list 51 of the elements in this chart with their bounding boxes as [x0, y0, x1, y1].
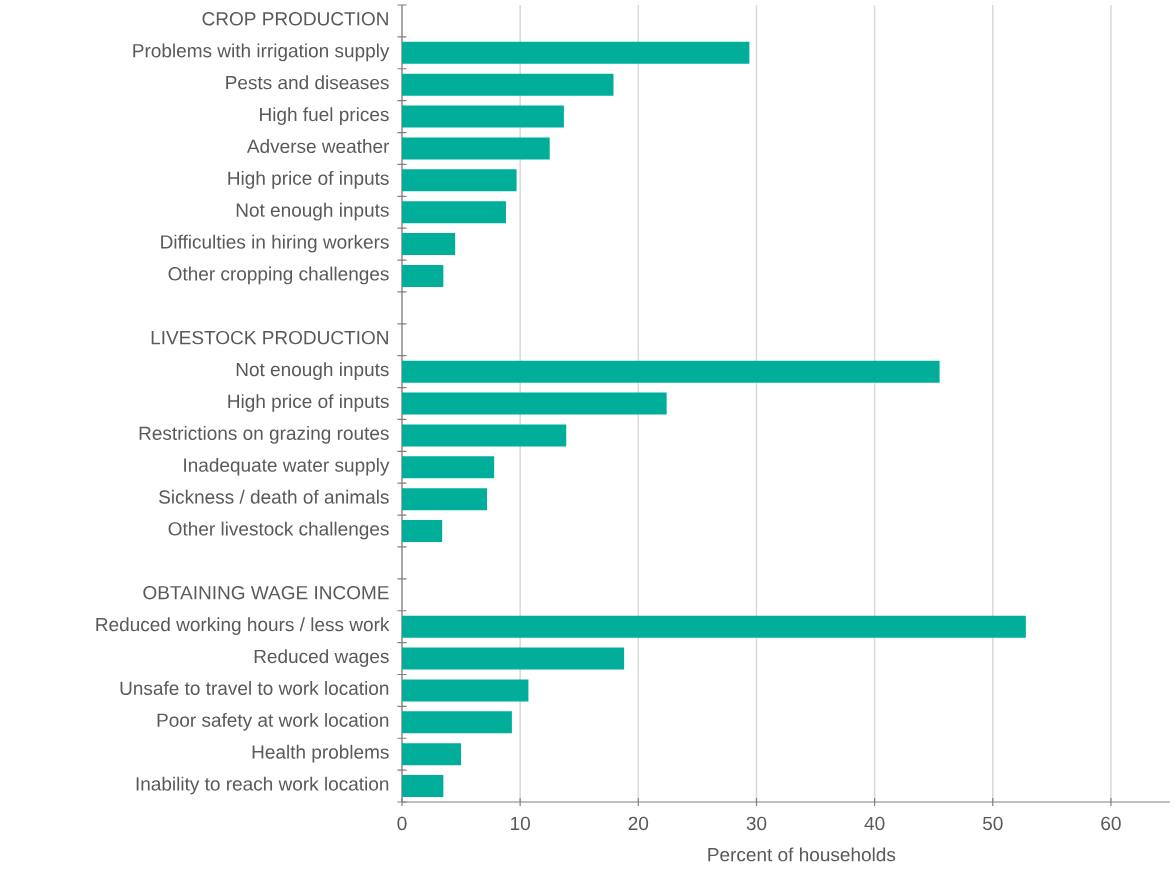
y-tick-label: LIVESTOCK PRODUCTION — [151, 330, 388, 345]
x-axis-title: Percent of households — [708, 847, 896, 862]
bar — [402, 424, 567, 447]
bar — [402, 647, 625, 670]
y-tick-label: Reduced wages — [254, 649, 389, 667]
bar — [402, 73, 614, 96]
y-tick-label: Unsafe to travel to work location — [120, 681, 389, 696]
y-tick-label: Pests and diseases — [226, 75, 389, 90]
bar — [402, 137, 550, 160]
bar — [402, 775, 444, 798]
y-tick-label: Poor safety at work location — [157, 712, 389, 731]
y-tick-label: Restrictions on grazing routes — [139, 426, 389, 444]
y-tick-label: CROP PRODUCTION — [202, 12, 388, 26]
y-tick-label: Not enough inputs — [236, 202, 389, 221]
y-tick-label: Difficulties in hiring workers — [161, 234, 389, 253]
y-tick-label: Other livestock challenges — [168, 521, 389, 540]
y-tick-label: Problems with irrigation supply — [133, 43, 390, 62]
bar — [402, 679, 529, 702]
x-tick-label: 10 — [511, 816, 530, 831]
x-tick-label: 60 — [1101, 816, 1121, 831]
bar — [402, 488, 488, 511]
bar — [402, 615, 1026, 638]
y-tick-label: High price of inputs — [228, 170, 389, 189]
x-tick-label: 0 — [397, 816, 407, 831]
y-tick-label: Other cropping challenges — [168, 266, 389, 285]
bar — [402, 392, 667, 415]
bar — [402, 105, 564, 128]
y-tick-label: Sickness / death of animals — [159, 489, 389, 504]
y-tick-label: Adverse weather — [246, 139, 390, 154]
bar — [402, 169, 517, 192]
bar — [402, 201, 506, 224]
bar — [402, 520, 443, 543]
bar — [402, 456, 495, 479]
bar — [402, 233, 456, 256]
y-tick-label: Reduced working hours / less work — [96, 617, 390, 636]
y-tick-label: Health problems — [252, 744, 389, 763]
x-tick-label: 50 — [982, 816, 1003, 831]
bar — [402, 41, 750, 64]
y-tick-label: High fuel prices — [260, 107, 389, 125]
bar — [402, 264, 444, 287]
x-tick-label: 40 — [864, 816, 885, 831]
y-tick-label: Not enough inputs — [236, 362, 389, 380]
y-tick-label: Inability to reach work location — [136, 776, 389, 795]
bar — [402, 360, 940, 383]
y-tick-label: OBTAINING WAGE INCOME — [143, 585, 389, 600]
y-tick-label: Inadequate water supply — [184, 457, 390, 476]
bar — [402, 711, 512, 734]
bar — [402, 743, 462, 766]
x-tick-label: 20 — [628, 816, 649, 831]
y-tick-label: High price of inputs — [228, 394, 389, 412]
x-tick-label: 30 — [746, 816, 767, 831]
